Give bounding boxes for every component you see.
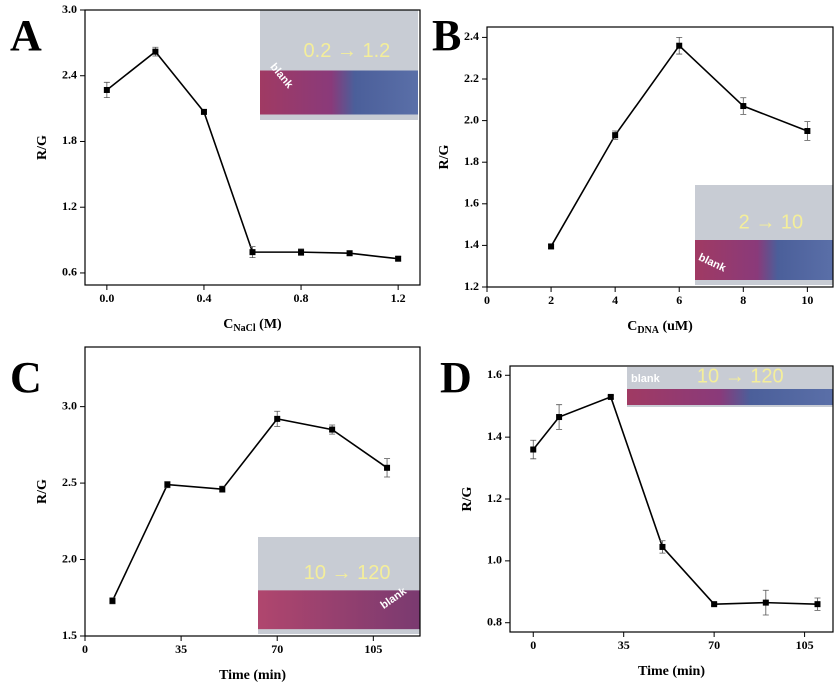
x-tick-label: 35 [618, 638, 630, 652]
x-tick-label: 1.2 [391, 291, 406, 305]
y-tick-label: 3.0 [62, 398, 77, 412]
y-tick-label: 1.2 [464, 279, 479, 293]
data-point [109, 597, 116, 604]
x-tick-label: 0.4 [196, 291, 211, 305]
y-tick-label: 2.0 [62, 551, 77, 565]
y-tick-label: 1.6 [464, 196, 479, 210]
data-point [384, 464, 391, 471]
data-point [676, 42, 683, 49]
y-tick-label: 1.2 [487, 491, 502, 505]
x-axis-label-main: Time (min) [219, 668, 286, 683]
x-axis-label: Time (min) [638, 664, 705, 679]
data-point [164, 481, 171, 488]
y-tick-label: 1.5 [62, 628, 77, 642]
data-point [814, 601, 821, 608]
x-tick-label: 0 [82, 642, 88, 656]
y-tick-label: 0.8 [487, 614, 502, 628]
data-point [711, 601, 718, 608]
data-line [532, 395, 818, 605]
panel-letter: D [440, 353, 472, 402]
x-tick-label: 4 [612, 293, 618, 307]
plot-frame [84, 346, 421, 637]
data-point [556, 414, 563, 421]
data-point [762, 599, 769, 606]
data-point [804, 128, 811, 134]
x-tick-label: 10 [801, 293, 813, 307]
data-point [612, 132, 619, 139]
data-point [249, 249, 256, 256]
x-tick-label: 8 [740, 293, 746, 307]
y-tick-label: 1.0 [487, 553, 502, 567]
x-tick-label: 105 [796, 638, 814, 652]
data-point [530, 446, 537, 453]
x-tick-label: 70 [708, 638, 720, 652]
y-tick-label: 2.0 [464, 112, 479, 126]
plot-frame [84, 9, 421, 286]
panel-letter: C [10, 353, 42, 402]
data-point [274, 415, 281, 422]
plot-frame [486, 26, 834, 288]
x-axis-label-main: C [627, 319, 637, 334]
x-axis-label: CNaCl (M) [223, 317, 282, 334]
y-tick-label: 1.4 [487, 429, 502, 443]
x-axis-label-unit: (M) [256, 317, 282, 332]
panel-letter: B [432, 11, 461, 60]
y-axis-label: R/G [437, 144, 452, 169]
data-point [395, 255, 402, 262]
y-tick-label: 1.8 [464, 154, 479, 168]
y-axis-label: R/G [460, 486, 475, 511]
x-axis-label: Time (min) [219, 668, 286, 683]
data-point [103, 86, 110, 93]
inset-liquid [627, 391, 833, 405]
y-tick-label: 2.4 [464, 29, 479, 43]
data-point [607, 393, 614, 400]
data-point [329, 426, 336, 433]
x-axis-label: CDNA (uM) [627, 319, 693, 336]
y-tick-label: 1.8 [62, 133, 77, 147]
y-tick-label: 1.2 [62, 199, 77, 213]
inset-label: 2 → 10 [739, 211, 803, 233]
x-tick-label: 35 [175, 642, 187, 656]
data-point [740, 103, 747, 110]
y-axis-label: R/G [35, 479, 50, 504]
inset-blank-label: blank [631, 373, 661, 385]
x-axis-label-sub: NaCl [233, 323, 255, 334]
x-tick-label: 6 [676, 293, 682, 307]
data-point [659, 543, 666, 550]
data-point [548, 243, 555, 250]
data-line [111, 417, 388, 602]
inset-liquid [258, 590, 420, 630]
x-tick-label: 105 [364, 642, 382, 656]
inset-label: 0.2 → 1.2 [304, 40, 391, 62]
inset-label: 10 → 120 [697, 365, 784, 387]
y-tick-label: 0.6 [62, 265, 77, 279]
inset-label: 10 → 120 [304, 562, 391, 584]
x-axis-label-unit: (uM) [659, 319, 693, 334]
data-point [346, 250, 353, 257]
x-tick-label: 0 [530, 638, 536, 652]
panel-letter: A [10, 11, 42, 60]
x-tick-label: 0.8 [294, 291, 309, 305]
x-tick-label: 70 [271, 642, 283, 656]
x-tick-label: 0 [484, 293, 490, 307]
x-tick-label: 2 [548, 293, 554, 307]
y-tick-label: 2.2 [464, 71, 479, 85]
data-point [152, 48, 159, 55]
y-tick-label: 2.5 [62, 475, 77, 489]
y-tick-label: 1.4 [464, 237, 479, 251]
x-axis-label-main: Time (min) [638, 664, 705, 679]
inset-liquid [695, 240, 833, 280]
x-axis-label-main: C [223, 317, 233, 332]
x-axis-label-sub: DNA [637, 325, 659, 336]
data-point [219, 486, 226, 493]
data-point [298, 249, 305, 256]
data-point [200, 108, 207, 115]
inset-liquid [260, 70, 418, 115]
y-axis-label: R/G [35, 135, 50, 160]
y-tick-label: 1.6 [487, 367, 502, 381]
x-tick-label: 0.0 [99, 291, 114, 305]
y-tick-label: 3.0 [62, 2, 77, 16]
y-tick-label: 2.4 [62, 67, 77, 81]
